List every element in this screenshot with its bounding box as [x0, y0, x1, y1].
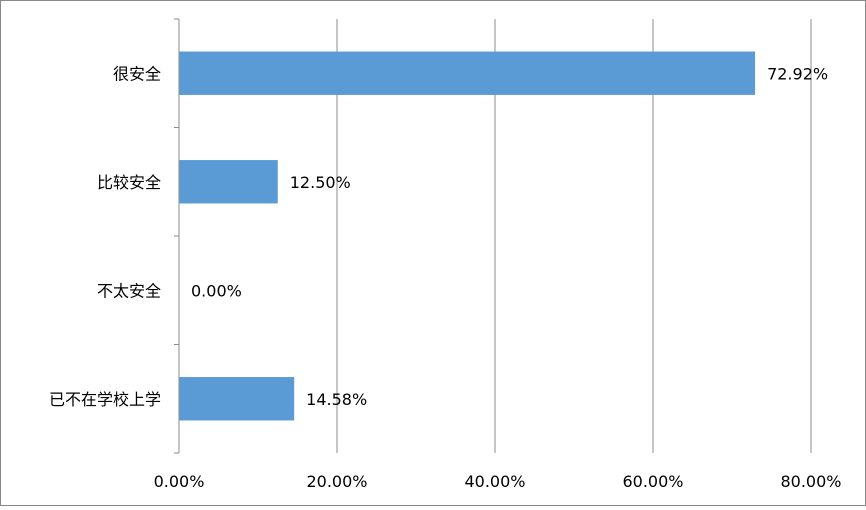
x-tick-label: 60.00%	[622, 472, 683, 491]
category-label: 已不在学校上学	[49, 390, 161, 409]
data-label: 14.58%	[306, 390, 367, 409]
data-label: 72.92%	[767, 64, 828, 83]
category-label: 不太安全	[97, 281, 161, 300]
data-label: 12.50%	[290, 173, 351, 192]
category-label: 很安全	[113, 64, 161, 83]
x-tick-label: 80.00%	[780, 472, 841, 491]
bar	[179, 51, 756, 95]
data-label: 0.00%	[191, 281, 242, 300]
bars	[179, 51, 756, 421]
axes	[174, 18, 180, 454]
x-tick-label: 40.00%	[464, 472, 525, 491]
category-label: 比较安全	[97, 173, 161, 192]
bar	[179, 377, 295, 421]
x-tick-label: 20.00%	[306, 472, 367, 491]
labels: 很安全 72.92% 比较安全 12.50% 不太安全 0.00% 已不在学校上学 14.58…	[49, 64, 842, 491]
x-tick-label: 0.00%	[154, 472, 205, 491]
bar	[179, 160, 278, 204]
